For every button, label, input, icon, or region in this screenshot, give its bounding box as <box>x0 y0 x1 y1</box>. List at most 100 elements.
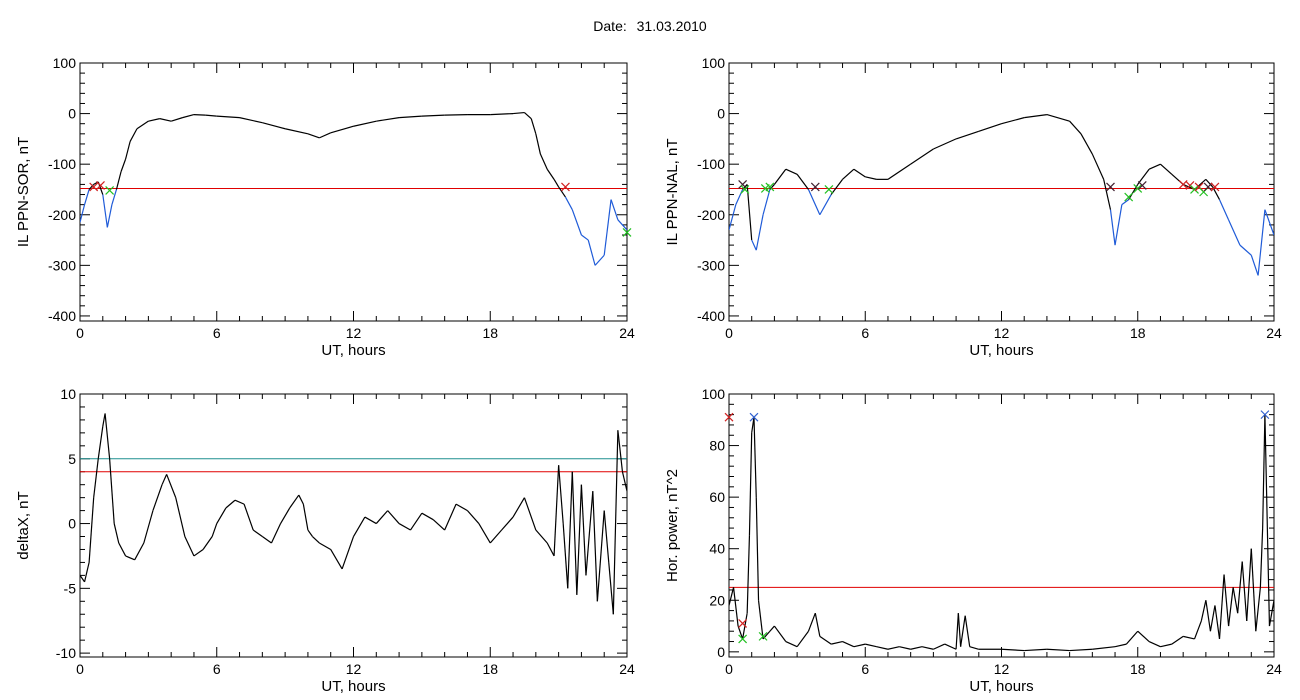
chart-panel-hor-power: 0 6 12 18 24 0 20 40 60 80 100 UT, hours Hor. power,… <box>664 386 1282 695</box>
x-tick-label: 6 <box>861 661 869 677</box>
series-segment <box>830 178 844 195</box>
series-segment <box>603 199 612 256</box>
series-segment <box>330 549 343 570</box>
series-segment <box>876 646 889 650</box>
series-segment <box>1046 648 1070 652</box>
series-segment <box>353 120 377 127</box>
series-segment <box>933 643 945 650</box>
series-segment <box>748 432 753 536</box>
event-marker <box>561 182 570 192</box>
series-segment <box>115 171 122 190</box>
y-tick-label: -10 <box>56 645 76 661</box>
series-segment <box>865 176 877 180</box>
series-segment <box>1137 168 1150 185</box>
series-segment <box>298 494 304 505</box>
series-segment <box>211 523 218 537</box>
series-segment <box>1227 587 1234 627</box>
series-segment <box>729 204 737 231</box>
event-marker <box>758 631 768 641</box>
x-tick-label: 0 <box>76 661 84 677</box>
series-segment <box>608 562 614 615</box>
series-segment <box>587 239 596 266</box>
series-segment <box>118 542 127 557</box>
series-segment <box>193 114 206 116</box>
series-segment <box>1148 163 1161 170</box>
series-segment <box>490 112 514 116</box>
series-segment <box>819 635 832 645</box>
series-segment <box>102 194 108 228</box>
series-segment <box>621 471 627 492</box>
event-marker <box>105 186 115 195</box>
series-segment <box>1024 648 1047 652</box>
series-segment <box>814 613 821 637</box>
series-segment <box>489 529 503 544</box>
event-marker <box>738 634 748 644</box>
series-segment <box>562 523 569 589</box>
series-segment <box>1268 600 1274 627</box>
series-segment <box>524 112 532 120</box>
y-tick-label: 80 <box>709 438 725 454</box>
series-segment <box>1214 605 1221 640</box>
series-segment <box>1250 255 1259 276</box>
y-tick-label: -100 <box>48 156 76 172</box>
event-marker <box>1190 185 1199 194</box>
series-segment <box>252 529 263 538</box>
series-segment <box>580 484 587 576</box>
series-segment <box>202 536 213 550</box>
series-segment <box>1193 620 1202 640</box>
x-tick-label: 6 <box>861 325 869 341</box>
series-segment <box>553 179 560 188</box>
series-segment <box>1092 646 1116 650</box>
series-segment <box>567 471 573 589</box>
x-tick-label: 12 <box>346 661 362 677</box>
series-segment <box>113 523 120 544</box>
series-segment <box>134 542 145 561</box>
series-segment <box>512 497 525 518</box>
series-segment <box>769 184 775 190</box>
series-segment <box>1264 414 1271 627</box>
series-segment <box>1200 600 1207 622</box>
series-segment <box>612 430 619 615</box>
event-marker <box>765 182 775 192</box>
event-marker <box>1260 410 1270 420</box>
y-tick-label: 0 <box>68 516 76 532</box>
x-axis-label: UT, hours <box>321 678 385 695</box>
series-segment <box>1239 244 1252 256</box>
series-segment <box>312 536 320 544</box>
series-segment <box>773 625 787 642</box>
series-segment <box>1001 648 1025 652</box>
series-segment <box>387 510 400 524</box>
x-tick-label: 18 <box>482 325 498 341</box>
series-segment <box>444 503 457 531</box>
series-segment <box>376 117 400 122</box>
series-segment <box>969 646 979 650</box>
series-segment <box>148 118 160 122</box>
event-marker <box>89 182 99 192</box>
series-segment <box>546 168 555 180</box>
series-segment <box>617 219 627 231</box>
series-segment <box>796 630 809 648</box>
chart-panel-deltax: 0 6 12 18 24 -10 -5 0 5 10 UT, hours deltaX, nT <box>15 386 635 695</box>
series-segment <box>352 516 366 537</box>
series-segment <box>592 491 598 602</box>
series-segment <box>1109 209 1116 246</box>
event-marker <box>1203 182 1213 192</box>
series-segment <box>960 615 966 647</box>
x-axis-label: UT, hours <box>969 342 1033 359</box>
series-segment <box>535 133 541 155</box>
series-segment <box>753 417 757 498</box>
series-segment <box>284 128 309 135</box>
series-segment <box>773 168 787 185</box>
series-segment <box>1069 120 1082 135</box>
series-segment <box>80 575 86 583</box>
series-segment <box>1264 209 1274 236</box>
y-axis-label: Hor. power, nT^2 <box>664 469 681 582</box>
x-tick-label: 6 <box>213 325 221 341</box>
series-segment <box>842 640 855 648</box>
series-segment <box>501 516 514 531</box>
y-tick-label: 5 <box>68 451 76 467</box>
x-tick-label: 24 <box>619 661 635 677</box>
y-tick-label: 10 <box>60 386 76 402</box>
event-marker <box>1137 180 1147 190</box>
x-tick-label: 24 <box>1266 325 1282 341</box>
